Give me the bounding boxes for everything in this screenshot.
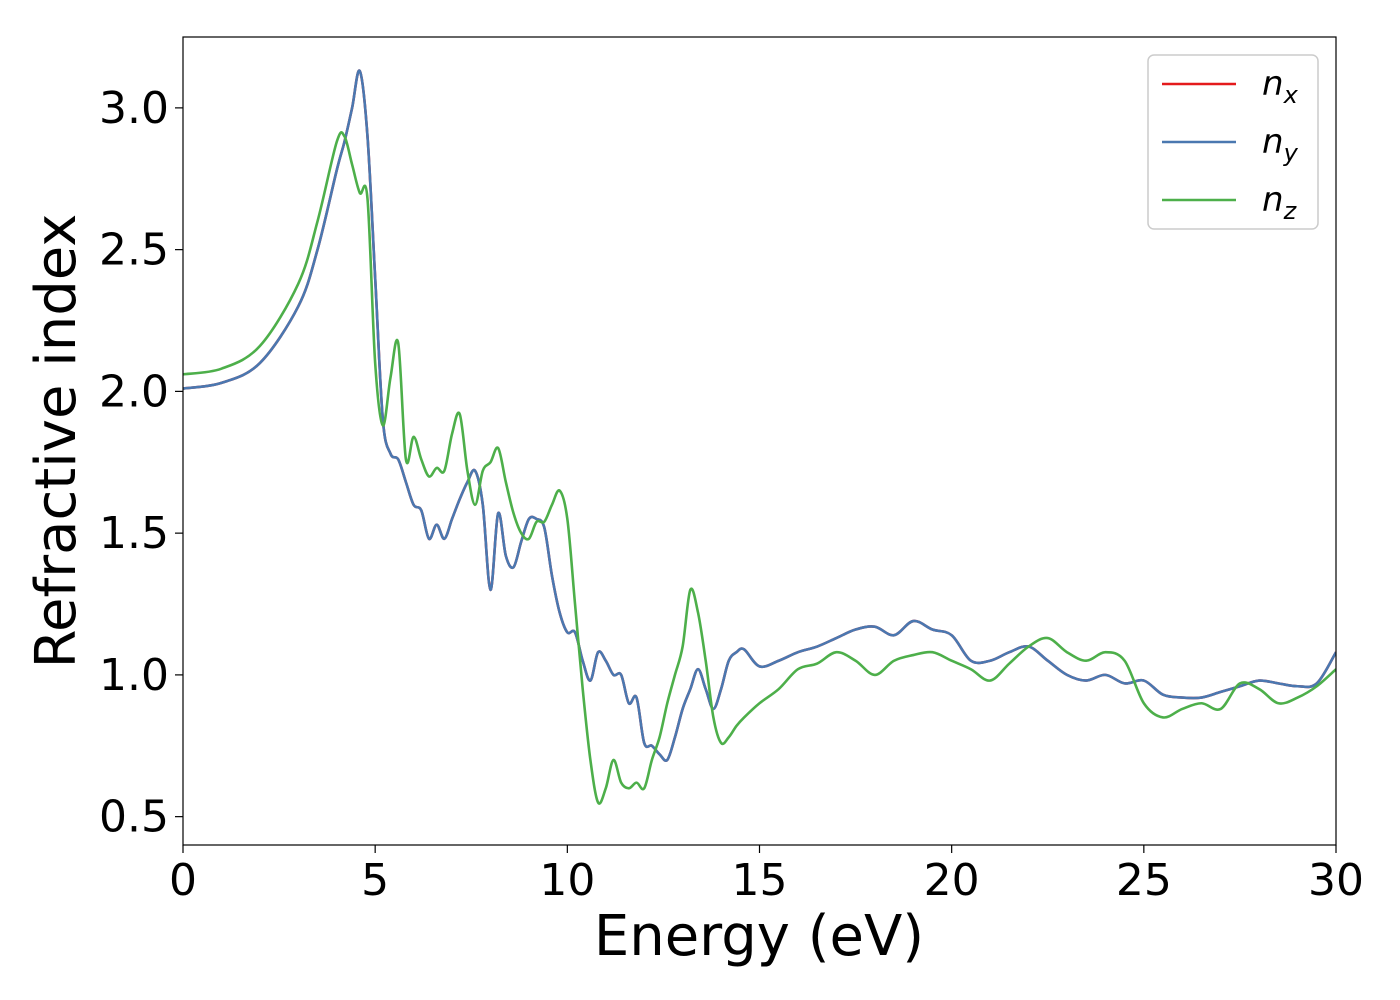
x-tick-label: 30 xyxy=(1308,855,1364,906)
y-axis-ticks: 0.5 1.0 1.5 2.0 2.5 3.0 xyxy=(99,83,183,843)
x-tick-label: 25 xyxy=(1116,855,1172,906)
y-tick-label: 0.5 xyxy=(99,792,169,843)
legend-label: nz xyxy=(1262,180,1298,225)
legend-label: nx xyxy=(1262,64,1299,109)
x-axis-ticks: 0 5 10 15 20 25 30 xyxy=(169,845,1364,906)
x-tick-label: 5 xyxy=(361,855,389,906)
legend: nx ny nz xyxy=(1147,54,1319,230)
legend-entry-n-z: nz xyxy=(1162,180,1298,225)
x-axis-label: Energy (eV) xyxy=(594,904,924,969)
y-axis-label: Refractive index xyxy=(24,214,89,669)
series-line-n-y xyxy=(183,69,1336,762)
x-tick-label: 0 xyxy=(169,855,197,906)
x-tick-label: 10 xyxy=(539,855,595,906)
x-tick-label: 15 xyxy=(732,855,788,906)
legend-entries: nx ny nz xyxy=(1162,64,1299,225)
legend-entry-n-x: nx xyxy=(1162,64,1299,109)
y-tick-label: 3.0 xyxy=(99,83,169,134)
plot-lines xyxy=(183,69,1336,805)
series-line-n-z xyxy=(183,131,1336,805)
legend-entry-n-y: ny xyxy=(1162,122,1299,167)
x-tick-label: 20 xyxy=(924,855,980,906)
y-tick-label: 1.5 xyxy=(99,508,169,559)
y-tick-label: 1.0 xyxy=(99,650,169,701)
y-tick-label: 2.5 xyxy=(99,225,169,276)
legend-label: ny xyxy=(1262,122,1299,167)
y-tick-label: 2.0 xyxy=(99,366,169,417)
